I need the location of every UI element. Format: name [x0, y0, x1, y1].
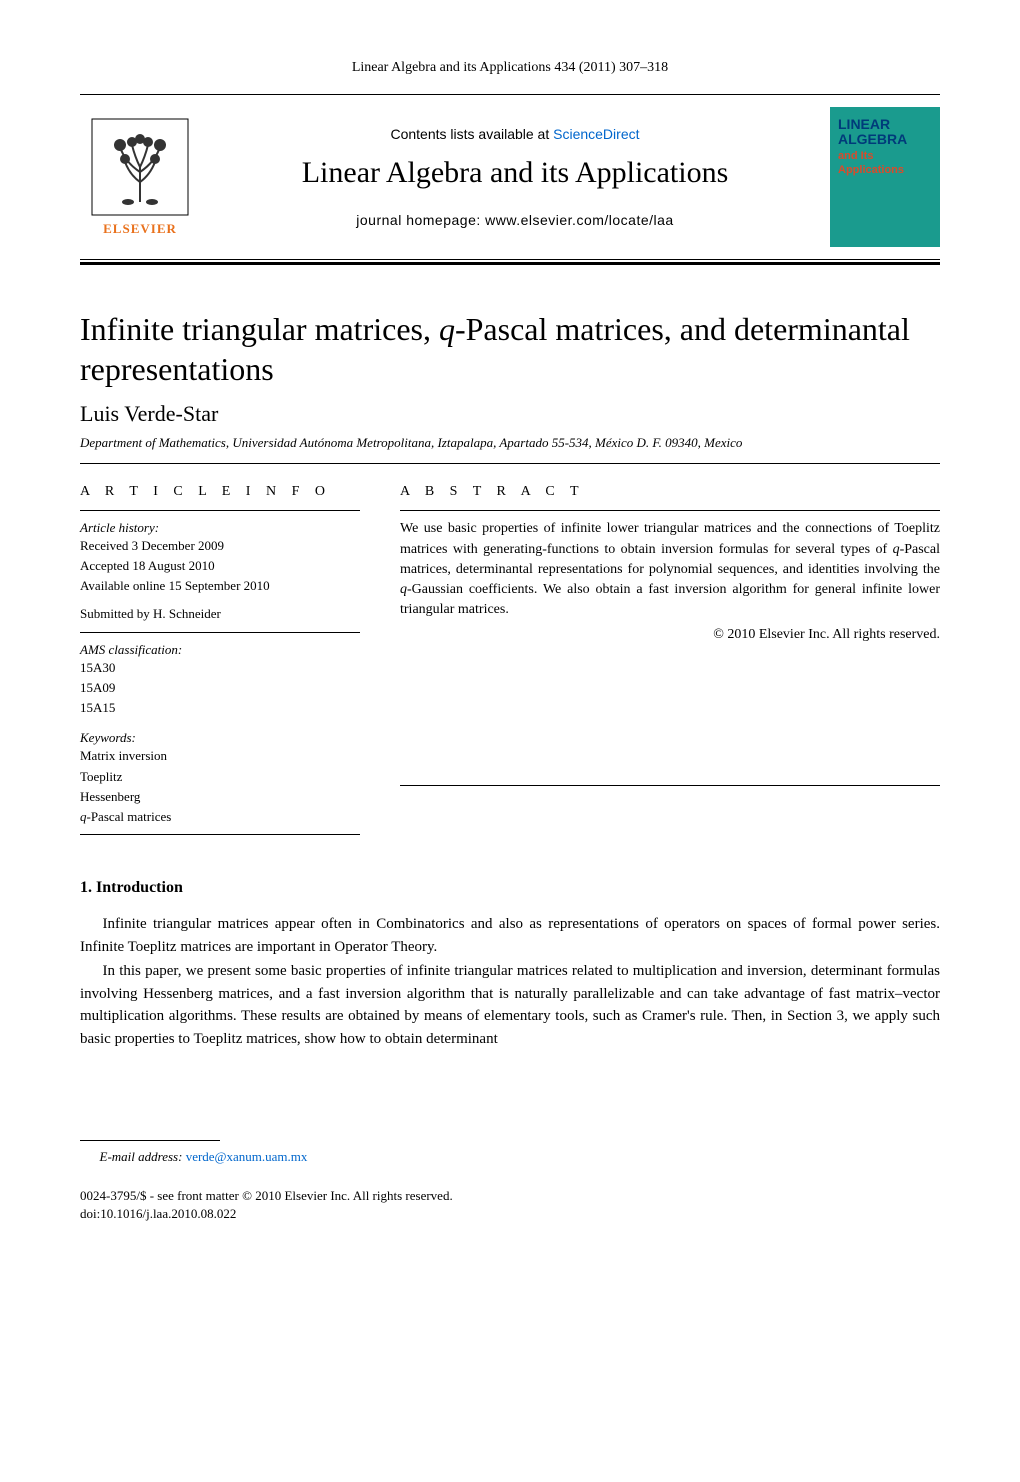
info-abstract-row: A R T I C L E I N F O Article history: R…	[80, 482, 940, 843]
journal-cover-thumbnail: LINEAR ALGEBRA and Its Applications	[830, 107, 940, 247]
cover-line1: LINEAR	[838, 117, 932, 132]
ams-code-2: 15A09	[80, 679, 360, 697]
info-rule-1	[80, 510, 360, 511]
footer-info: 0024-3795/$ - see front matter © 2010 El…	[80, 1187, 940, 1223]
contents-available: Contents lists available at ScienceDirec…	[390, 126, 639, 142]
author-affiliation: Department of Mathematics, Universidad A…	[80, 435, 940, 451]
keyword-4: q-Pascal matrices	[80, 808, 360, 826]
journal-header: ELSEVIER Contents lists available at Sci…	[80, 95, 940, 260]
accepted-date: Accepted 18 August 2010	[80, 557, 360, 575]
email-label: E-mail address:	[100, 1149, 186, 1164]
history-heading: Article history:	[80, 519, 360, 537]
author-name: Luis Verde-Star	[80, 401, 940, 427]
cover-line4: Applications	[838, 164, 932, 176]
rule-thick	[80, 262, 940, 265]
ams-heading: AMS classification:	[80, 641, 360, 659]
info-rule-2	[80, 632, 360, 633]
abstract-rule-top	[400, 510, 940, 511]
sciencedirect-link[interactable]: ScienceDirect	[553, 126, 639, 142]
journal-title: Linear Algebra and its Applications	[302, 156, 729, 190]
online-date: Available online 15 September 2010	[80, 577, 360, 595]
front-matter-line: 0024-3795/$ - see front matter © 2010 El…	[80, 1187, 940, 1205]
info-rule-3	[80, 834, 360, 835]
article-title: Infinite triangular matrices, q-Pascal m…	[80, 309, 940, 389]
keyword-1: Matrix inversion	[80, 747, 360, 765]
cover-line3: and Its	[838, 150, 932, 162]
abstract-copyright: © 2010 Elsevier Inc. All rights reserved…	[400, 625, 940, 645]
abstract-rule-bottom	[400, 785, 940, 786]
contents-prefix: Contents lists available at	[390, 126, 553, 142]
doi-line: doi:10.1016/j.laa.2010.08.022	[80, 1205, 940, 1223]
publisher-name: ELSEVIER	[103, 221, 177, 237]
author-email-link[interactable]: verde@xanum.uam.mx	[186, 1149, 308, 1164]
journal-reference: Linear Algebra and its Applications 434 …	[80, 60, 940, 76]
abstract-label: A B S T R A C T	[400, 482, 940, 502]
abstract-text: We use basic properties of infinite lowe…	[400, 519, 940, 620]
introduction-body: Infinite triangular matrices appear ofte…	[80, 913, 940, 1050]
cover-line2: ALGEBRA	[838, 132, 932, 147]
article-info-label: A R T I C L E I N F O	[80, 482, 360, 502]
rule-mid	[80, 463, 940, 464]
elsevier-tree-icon	[90, 117, 190, 217]
journal-homepage: journal homepage: www.elsevier.com/locat…	[356, 212, 673, 228]
abstract-column: A B S T R A C T We use basic properties …	[400, 482, 940, 843]
keyword-2: Toeplitz	[80, 768, 360, 786]
article-info-column: A R T I C L E I N F O Article history: R…	[80, 482, 360, 843]
section-heading-introduction: 1. Introduction	[80, 879, 940, 897]
ams-code-3: 15A15	[80, 699, 360, 717]
received-date: Received 3 December 2009	[80, 537, 360, 555]
keyword-3: Hessenberg	[80, 788, 360, 806]
intro-paragraph-1: Infinite triangular matrices appear ofte…	[80, 913, 940, 958]
intro-paragraph-2: In this paper, we present some basic pro…	[80, 960, 940, 1050]
ams-code-1: 15A30	[80, 659, 360, 677]
footnote-rule	[80, 1140, 220, 1141]
keywords-heading: Keywords:	[80, 729, 360, 747]
publisher-logo: ELSEVIER	[80, 107, 200, 247]
header-center: Contents lists available at ScienceDirec…	[216, 107, 814, 247]
submitted-by: Submitted by H. Schneider	[80, 605, 360, 623]
email-line: E-mail address: verde@xanum.uam.mx	[80, 1149, 940, 1165]
